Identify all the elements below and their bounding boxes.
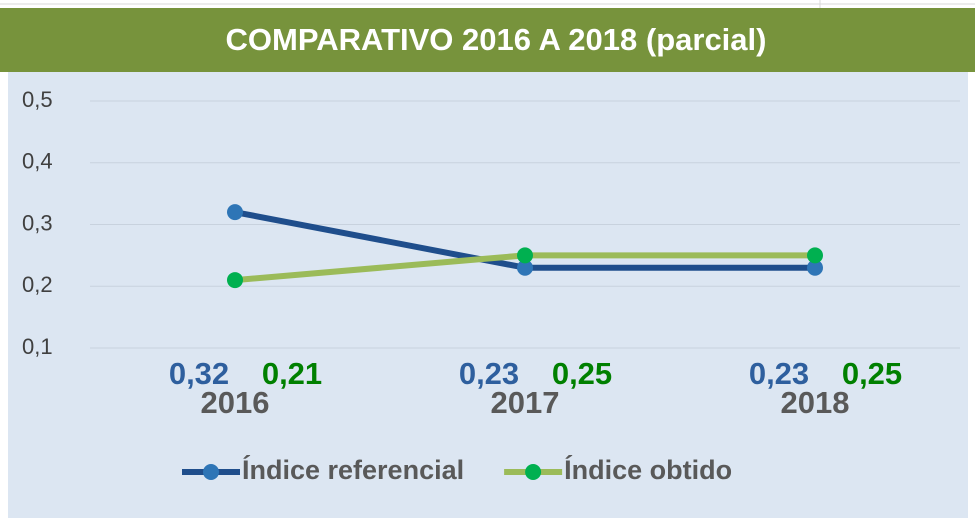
y-tick-label: 0,4 xyxy=(22,149,53,174)
data-label: 0,25 xyxy=(552,356,612,391)
plot-background xyxy=(8,72,968,518)
data-point xyxy=(807,259,823,276)
y-tick-label: 0,2 xyxy=(22,272,53,297)
legend-label: Índice obtido xyxy=(564,454,732,485)
legend-label: Índice referencial xyxy=(242,454,464,485)
data-point xyxy=(227,272,243,289)
y-tick-label: 0,3 xyxy=(22,210,53,235)
legend-marker xyxy=(525,464,542,480)
y-tick-label: 0,1 xyxy=(22,334,53,359)
legend-marker xyxy=(203,464,219,480)
data-label: 0,32 xyxy=(169,356,229,391)
x-tick-label: 2016 xyxy=(201,385,270,420)
data-label: 0,23 xyxy=(459,356,519,391)
data-label: 0,23 xyxy=(749,356,809,391)
data-label: 0,21 xyxy=(262,356,322,391)
data-point xyxy=(807,247,823,264)
data-point xyxy=(517,259,533,276)
data-label: 0,25 xyxy=(842,356,902,391)
title-bar xyxy=(0,8,975,72)
data-point xyxy=(227,204,243,221)
data-point xyxy=(517,247,533,264)
x-tick-label: 2017 xyxy=(491,385,560,420)
x-tick-label: 2018 xyxy=(781,385,850,420)
y-tick-label: 0,5 xyxy=(22,87,53,112)
chart-title: COMPARATIVO 2016 A 2018 (parcial) xyxy=(226,22,767,57)
